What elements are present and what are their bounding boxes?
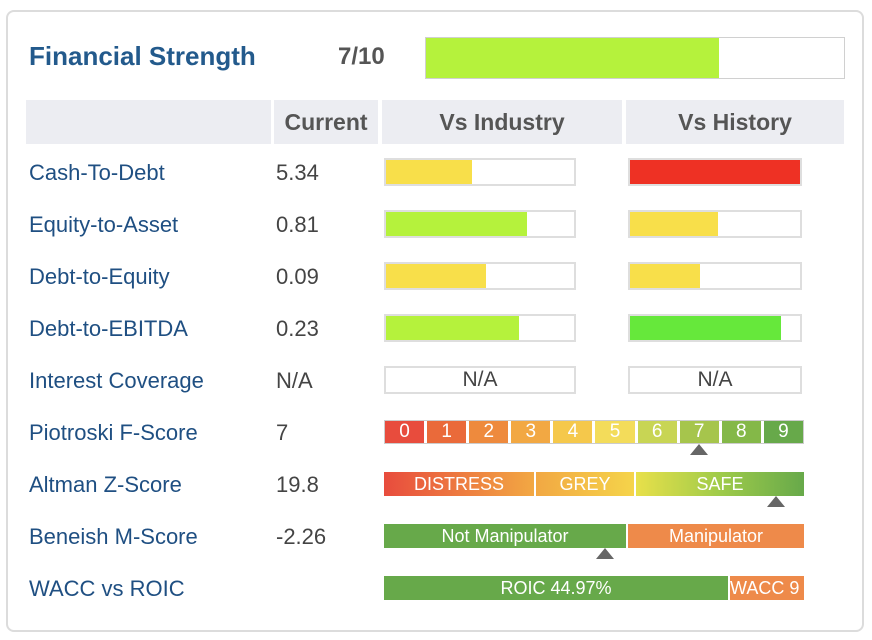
history-bar-debt-to-equity (628, 262, 802, 290)
piotroski-cell-8: 8 (721, 421, 764, 443)
row-value-cash-to-debt: 5.34 (276, 160, 319, 185)
beneish-marker-icon (596, 548, 614, 559)
row-value-debt-to-ebitda: 0.23 (276, 316, 319, 341)
header-vs-industry: Vs Industry (382, 100, 622, 144)
piotroski-cell-2: 2 (469, 421, 512, 443)
history-bar-debt-to-ebitda (628, 314, 802, 342)
row-label-equity-to-asset[interactable]: Equity-to-Asset (29, 212, 179, 237)
row-value-piotroski: 7 (276, 420, 289, 445)
piotroski-cell-5: 5 (595, 421, 638, 443)
row-value-interest-coverage: N/A (276, 368, 313, 393)
bar-fill (630, 160, 800, 184)
altman-distress-zone: DISTRESS (384, 472, 534, 496)
header-current: Current (274, 100, 378, 144)
piotroski-cell-3: 3 (511, 421, 554, 443)
bar-fill (386, 160, 473, 184)
header-blank (26, 100, 271, 144)
score-text: 7/10 (338, 43, 385, 70)
piotroski-cell-6: 6 (637, 421, 680, 443)
row-value-equity-to-asset: 0.81 (276, 212, 319, 237)
row-label-beneish[interactable]: Beneish M-Score (29, 524, 198, 549)
overall-score-fill (426, 38, 719, 78)
bar-fill (386, 212, 527, 236)
row-label-debt-to-ebitda[interactable]: Debt-to-EBITDA (29, 316, 188, 341)
industry-bar-debt-to-equity (384, 262, 576, 290)
bar-fill (630, 212, 719, 236)
altman-marker-icon (767, 496, 785, 507)
overall-score-bar (425, 37, 845, 79)
industry-bar-cash-to-debt (384, 158, 576, 186)
row-label-interest-coverage[interactable]: Interest Coverage (29, 368, 204, 393)
row-value-debt-to-equity: 0.09 (276, 264, 319, 289)
piotroski-cell-1: 1 (427, 421, 470, 443)
bar-fill (386, 264, 486, 288)
header-vs-history: Vs History (626, 100, 844, 144)
piotroski-cell-4: 4 (553, 421, 596, 443)
row-label-cash-to-debt[interactable]: Cash-To-Debt (29, 160, 165, 185)
industry-bar-equity-to-asset (384, 210, 576, 238)
history-bar-equity-to-asset (628, 210, 802, 238)
history-bar-cash-to-debt (628, 158, 802, 186)
row-value-altman: 19.8 (276, 472, 319, 497)
roic-bar: ROIC 44.97% (384, 576, 728, 600)
row-label-debt-to-equity[interactable]: Debt-to-Equity (29, 264, 170, 289)
beneish-manipulator-zone: Manipulator (628, 524, 804, 548)
piotroski-cell-0: 0 (385, 421, 428, 443)
beneish-not-manipulator-zone: Not Manipulator (384, 524, 626, 548)
wacc-bar: WACC 9 (730, 576, 804, 600)
history-na-interest-coverage: N/A (628, 366, 802, 394)
piotroski-cell-7: 7 (679, 421, 722, 443)
row-label-piotroski[interactable]: Piotroski F-Score (29, 420, 198, 445)
section-title: Financial Strength (29, 41, 256, 71)
row-value-beneish: -2.26 (276, 524, 327, 549)
piotroski-marker-icon (690, 444, 708, 455)
altman-grey-zone: GREY (536, 472, 634, 496)
row-label-altman[interactable]: Altman Z-Score (29, 472, 182, 497)
industry-na-interest-coverage: N/A (384, 366, 576, 394)
bar-fill (386, 316, 520, 340)
bar-fill (630, 316, 782, 340)
altman-safe-zone: SAFE (636, 472, 804, 496)
industry-bar-debt-to-ebitda (384, 314, 576, 342)
bar-fill (630, 264, 700, 288)
piotroski-cell-9: 9 (763, 421, 803, 443)
row-label-wacc-vs-roic[interactable]: WACC vs ROIC (29, 576, 185, 601)
